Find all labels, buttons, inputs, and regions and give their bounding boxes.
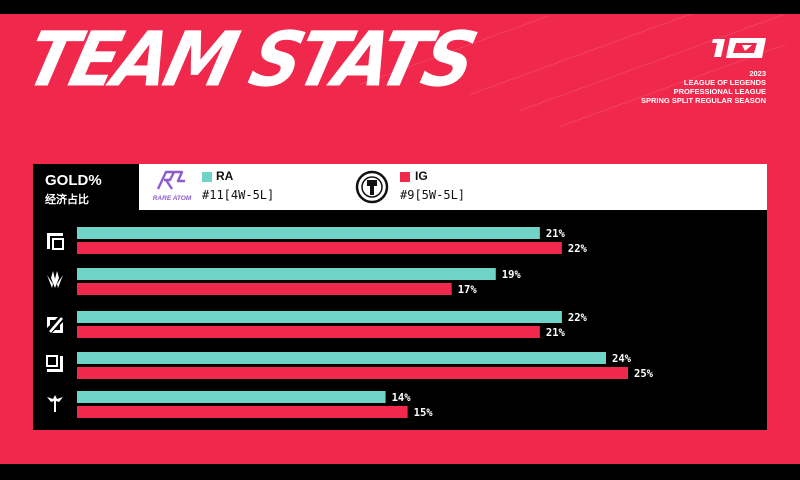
ra-value-jungle: 19% — [502, 269, 522, 281]
page-title: TEAM STATS — [17, 15, 482, 105]
ig-value-bot: 25% — [634, 368, 654, 380]
stat-label-cn: 经济占比 — [45, 193, 89, 206]
ra-team-code: RA — [216, 169, 234, 183]
ig-logo — [355, 170, 389, 204]
gold-bars: 21%22%19%17%22%21%24%25%14%15% — [77, 227, 654, 419]
ig-team-record: #9[5W-5L] — [400, 188, 466, 202]
rare-atom-logo — [156, 170, 185, 190]
ra-bar-top — [77, 227, 540, 239]
top-lane-icon — [47, 233, 64, 250]
stat-label-box: GOLD% 经济占比 — [33, 164, 139, 210]
ig-bar-bot — [77, 367, 629, 379]
ra-bar-support — [77, 391, 386, 403]
subtitle-year: 2023 — [749, 69, 766, 78]
ig-swatch — [400, 172, 410, 182]
ra-value-mid: 22% — [568, 312, 588, 324]
mid-lane-icon — [47, 317, 63, 333]
subtitle-pro-league: PROFESSIONAL LEAGUE — [673, 87, 766, 96]
ig-bar-jungle — [77, 283, 452, 295]
ig-value-support: 15% — [414, 407, 434, 419]
ig-bar-mid — [77, 326, 540, 338]
jungle-icon — [47, 271, 63, 288]
ra-value-top: 21% — [546, 228, 566, 240]
ra-team-record: #11[4W-5L] — [202, 188, 275, 202]
gold-chart-panel: 21% 22% 19% 17% 22% 21% 24% 25% 14% 15% — [33, 210, 767, 430]
ig-team-code: IG — [415, 169, 428, 183]
letterbox-top — [0, 0, 800, 14]
ig-bar-top — [77, 242, 562, 254]
ig-value-top: 22% — [568, 243, 588, 255]
letterbox-bottom — [0, 464, 800, 480]
stat-label: GOLD% — [45, 172, 102, 189]
ig-value-mid: 21% — [546, 327, 566, 339]
lpl-10-logo — [712, 38, 766, 58]
stats-header: GOLD% 经济占比 RARE ATOM RA #11[4W-5L] IG #9… — [33, 164, 767, 210]
ra-bar-jungle — [77, 268, 496, 280]
ra-value-bot: 24% — [612, 353, 632, 365]
ig-value-jungle: 17% — [458, 284, 478, 296]
subtitle-league: LEAGUE OF LEGENDS — [683, 78, 766, 87]
support-icon — [47, 395, 63, 412]
ig-bar-support — [77, 406, 408, 418]
ra-bar-bot — [77, 352, 606, 364]
bot-lane-icon — [46, 355, 63, 372]
subtitle-season: SPRING SPLIT REGULAR SEASON — [640, 96, 766, 105]
ra-swatch — [202, 172, 212, 182]
ra-value-support: 14% — [392, 392, 412, 404]
rare-atom-logo-text: RARE ATOM — [152, 195, 192, 202]
ra-bar-mid — [77, 311, 562, 323]
